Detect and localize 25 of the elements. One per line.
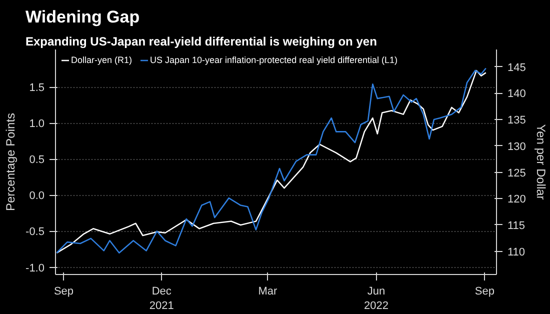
y-tick-label: 1.0 (29, 118, 45, 130)
y2-tick-label: 135 (508, 114, 526, 127)
x-tick-label: Mar (258, 286, 278, 298)
y2-tick-label: 140 (508, 88, 526, 100)
chart-subtitle: Expanding US-Japan real-yield differential is weighing on yen (26, 34, 377, 48)
y-axis-title: Percentage Points (4, 112, 18, 212)
y2-tick-label: 115 (508, 220, 526, 232)
y-tick-label: 0.0 (29, 190, 45, 202)
y-tick-label: 0.5 (29, 154, 45, 166)
x-tick-label: Dec 2021 (149, 286, 174, 312)
chart-title: Widening Gap (26, 8, 140, 26)
y2-tick-label: 130 (508, 140, 526, 153)
y2-tick-label: 120 (508, 194, 526, 206)
x-tick-label: Sep (54, 286, 74, 298)
y-tick-label: -0.5 (26, 226, 45, 238)
x-tick-label: Sep (474, 286, 494, 298)
y-tick-label: 1.5 (29, 82, 45, 94)
legend-label: Dollar-yen (R1) (71, 55, 132, 65)
legend-label: US Japan 10-year inflation-protected real yield differential (L1) (150, 55, 398, 65)
y-tick-label: -1.0 (26, 262, 45, 274)
y2-tick-label: 125 (508, 167, 526, 180)
y2-tick-label: 110 (508, 246, 526, 258)
y2-axis-title: Yen per Dollar (534, 124, 548, 200)
x-tick-label: Jun 2022 (364, 286, 388, 312)
y2-tick-label: 145 (508, 62, 526, 74)
